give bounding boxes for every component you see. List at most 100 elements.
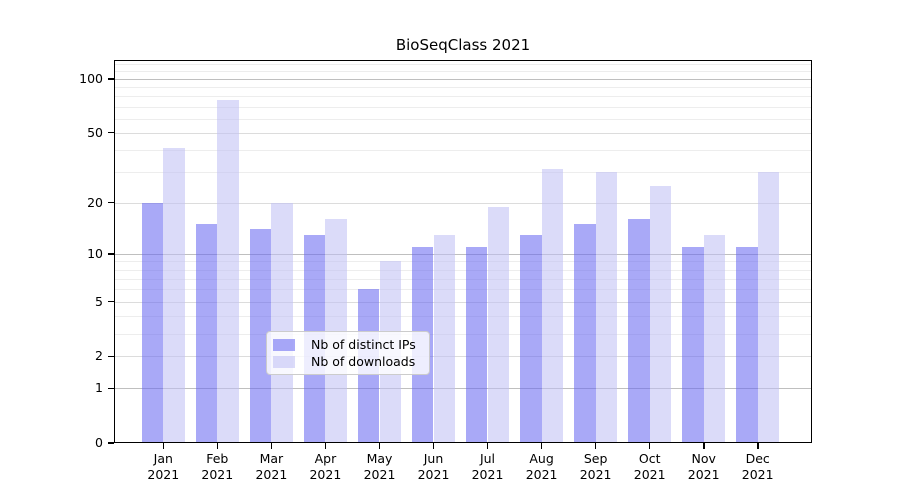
bar-downloads-oct <box>649 185 672 443</box>
x-tick-label-oct: Oct 2021 <box>623 451 677 483</box>
x-tick-label-apr: Apr 2021 <box>298 451 352 483</box>
bar-distinct-ips-jul <box>465 246 488 443</box>
bar-distinct-ips-aug <box>520 234 542 443</box>
gridline-4 <box>114 316 812 317</box>
x-tick-year-oct: 2021 <box>633 467 666 482</box>
x-tick-nov <box>703 443 705 449</box>
x-tick-month-nov: Nov <box>691 451 716 466</box>
gridline-40 <box>114 149 812 151</box>
x-tick-month-jan: Jan <box>153 451 173 466</box>
y-tick-label-5: 5 <box>95 293 103 309</box>
x-tick-label-jan: Jan 2021 <box>136 451 190 483</box>
gridline-110 <box>114 71 812 73</box>
y-tick-label-50: 50 <box>87 124 103 140</box>
legend-item-distinct-ips: Nb of distinct IPs <box>273 337 423 353</box>
x-tick-may <box>378 443 381 449</box>
bar-downloads-feb <box>217 100 239 443</box>
gridline-3 <box>114 333 812 335</box>
x-tick-month-may: May <box>366 451 393 466</box>
legend-swatch-distinct-ips <box>273 338 295 351</box>
x-tick-label-feb: Feb 2021 <box>190 451 244 483</box>
x-tick-year-feb: 2021 <box>201 467 234 482</box>
gridline-6 <box>114 289 812 291</box>
x-tick-year-apr: 2021 <box>309 467 342 482</box>
x-tick-dec <box>757 443 759 449</box>
gridline-90 <box>114 86 812 88</box>
bar-distinct-ips-mar <box>249 229 272 443</box>
x-tick-mar <box>270 443 273 449</box>
x-tick-year-dec: 2021 <box>741 467 774 482</box>
chart-title: BioSeqClass 2021 <box>395 36 531 54</box>
y-tick-10 <box>108 253 114 255</box>
gridline-80 <box>114 96 812 98</box>
y-tick-1 <box>108 387 114 389</box>
bar-downloads-sep <box>595 171 618 443</box>
x-tick-month-dec: Dec <box>745 451 770 466</box>
x-tick-aug <box>540 443 543 449</box>
bar-distinct-ips-sep <box>574 224 596 443</box>
gridline-30 <box>114 171 812 173</box>
x-tick-oct <box>648 443 651 449</box>
gridline-5 <box>114 301 812 303</box>
gridline-100 <box>114 78 812 80</box>
x-tick-label-jul: Jul 2021 <box>461 451 515 483</box>
x-tick-year-jul: 2021 <box>471 467 504 482</box>
x-tick-month-oct: Oct <box>638 451 661 466</box>
x-tick-label-nov: Nov 2021 <box>677 451 731 483</box>
x-tick-year-jan: 2021 <box>147 467 180 482</box>
x-tick-apr <box>324 443 327 449</box>
y-tick-label-100: 100 <box>79 70 103 86</box>
gridline-20 <box>114 202 812 204</box>
bar-distinct-ips-oct <box>628 219 650 443</box>
x-tick-feb <box>216 443 219 449</box>
plot-area <box>114 60 812 443</box>
x-tick-sep <box>594 443 597 449</box>
y-tick-5 <box>108 300 114 303</box>
x-tick-label-dec: Dec 2021 <box>731 451 785 483</box>
bar-downloads-jun <box>433 234 456 443</box>
x-tick-month-feb: Feb <box>206 451 229 466</box>
gridline-120 <box>114 64 812 66</box>
legend-label-distinct-ips: Nb of distinct IPs <box>311 336 416 352</box>
y-tick-2 <box>108 355 114 357</box>
gridline-2 <box>114 356 812 358</box>
gridline-1 <box>114 388 812 390</box>
y-tick-label-0: 0 <box>95 435 103 450</box>
gridline-10 <box>114 253 812 255</box>
legend: Nb of distinct IPs Nb of downloads <box>266 331 430 375</box>
y-tick-100 <box>108 78 114 80</box>
y-tick-label-10: 10 <box>87 245 103 261</box>
x-tick-label-jun: Jun 2021 <box>407 451 461 483</box>
x-tick-year-mar: 2021 <box>255 467 288 482</box>
x-tick-jul <box>486 443 489 449</box>
bar-distinct-ips-dec <box>736 246 758 443</box>
x-tick-month-jun: Jun <box>423 451 444 466</box>
y-tick-50 <box>108 131 114 134</box>
bar-distinct-ips-feb <box>195 224 218 443</box>
y-tick-0 <box>108 442 114 444</box>
bar-distinct-ips-nov <box>682 246 704 443</box>
x-tick-month-mar: Mar <box>259 451 284 466</box>
legend-item-downloads: Nb of downloads <box>273 354 423 370</box>
x-tick-jun <box>432 443 435 449</box>
x-tick-label-may: May 2021 <box>353 451 407 483</box>
x-tick-year-nov: 2021 <box>687 467 720 482</box>
x-tick-month-jul: Jul <box>479 451 496 466</box>
gridline-9 <box>114 261 812 263</box>
y-tick-label-20: 20 <box>87 194 103 210</box>
x-tick-month-sep: Sep <box>583 451 608 466</box>
x-tick-year-jun: 2021 <box>417 467 450 482</box>
y-tick-label-2: 2 <box>95 348 103 364</box>
x-tick-jan <box>162 443 165 449</box>
legend-swatch-downloads <box>273 355 295 368</box>
gridline-8 <box>114 269 812 271</box>
x-tick-month-aug: Aug <box>529 451 554 466</box>
gridline-7 <box>114 278 812 280</box>
x-tick-year-may: 2021 <box>363 467 396 482</box>
gridline-70 <box>114 106 812 108</box>
bar-downloads-jan <box>163 148 185 443</box>
bar-distinct-ips-jan <box>141 202 164 443</box>
x-tick-label-mar: Mar 2021 <box>244 451 298 483</box>
y-tick-20 <box>108 201 114 204</box>
